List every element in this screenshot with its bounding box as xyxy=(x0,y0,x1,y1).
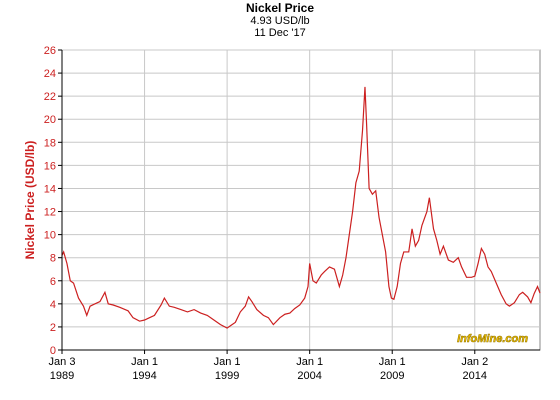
x-tick-label: Jan 1 xyxy=(296,356,323,368)
watermark: InfoMine.com xyxy=(457,333,528,345)
chart-date: 11 Dec '17 xyxy=(254,27,305,39)
y-tick-label: 14 xyxy=(44,183,56,195)
x-tick-label: 1989 xyxy=(50,370,74,382)
x-tick-label: Jan 1 xyxy=(214,356,241,368)
price-line xyxy=(61,86,541,329)
y-tick-label: 26 xyxy=(44,45,56,57)
x-tick-label: 1999 xyxy=(215,370,239,382)
plot-area xyxy=(61,49,541,351)
y-tick-label: 6 xyxy=(50,276,56,288)
x-tick-label: Jan 2 xyxy=(461,356,488,368)
y-tick-label: 22 xyxy=(44,91,56,103)
x-tick-label: Jan 3 xyxy=(49,356,76,368)
x-tick-label: Jan 1 xyxy=(379,356,406,368)
y-tick-label: 8 xyxy=(50,253,56,265)
y-tick-label: 2 xyxy=(50,322,56,334)
y-tick-label: 18 xyxy=(44,137,56,149)
x-tick-label: 2004 xyxy=(297,370,321,382)
y-tick-label: 10 xyxy=(44,230,56,242)
y-tick-label: 4 xyxy=(50,299,56,311)
y-axis-label: Nickel Price (USD/lb) xyxy=(23,141,37,260)
x-tick-label: 2009 xyxy=(380,370,404,382)
x-tick-label: 2014 xyxy=(463,370,487,382)
y-tick-label: 0 xyxy=(50,345,56,357)
y-tick-label: 24 xyxy=(44,68,56,80)
y-tick-label: 16 xyxy=(44,160,56,172)
chart-subtitle: 4.93 USD/lb xyxy=(250,15,309,27)
y-tick-label: 20 xyxy=(44,114,56,126)
chart-title: Nickel Price xyxy=(246,1,314,15)
y-tick-label: 12 xyxy=(44,207,56,219)
x-tick-label: Jan 1 xyxy=(131,356,158,368)
x-tick-label: 1994 xyxy=(132,370,156,382)
